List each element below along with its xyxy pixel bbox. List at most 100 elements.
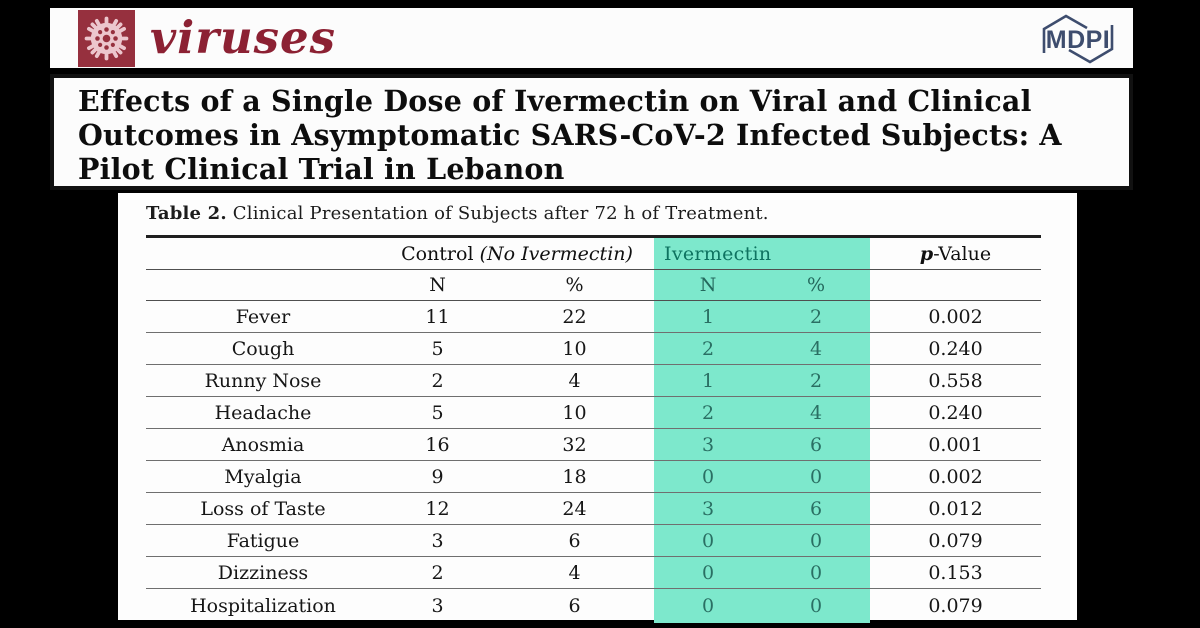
symptom-cell: Myalgia	[224, 465, 302, 488]
ivermectin-n-cell: 1	[654, 364, 763, 397]
control-pct-cell: 22	[562, 305, 587, 328]
p-value-cell: 0.079	[928, 594, 983, 617]
table-header-row-measures: N % N %	[146, 269, 1042, 301]
control-n-cell: 5	[431, 337, 444, 360]
virus-icon	[78, 10, 135, 67]
table-caption: Table 2. Clinical Presentation of Subjec…	[146, 203, 1077, 224]
ivermectin-pct-cell: 2	[762, 300, 871, 333]
mdpi-logo-text: MDPI	[1046, 26, 1111, 54]
control-n-cell: 2	[431, 369, 444, 392]
empty-header-cell	[146, 237, 380, 270]
table-caption-label: Table 2.	[146, 203, 227, 224]
p-value-cell: 0.240	[928, 401, 983, 424]
ivermectin-n-cell: 3	[654, 428, 763, 461]
ivermectin-group-header: Ivermectin	[654, 236, 871, 270]
symptom-cell: Anosmia	[221, 433, 305, 456]
control-pct-cell: 4	[568, 561, 581, 584]
symptom-cell: Loss of Taste	[200, 497, 326, 520]
control-n-cell: 3	[431, 594, 444, 617]
p-value-header-rest: -Value	[933, 242, 992, 265]
symptom-cell: Hospitalization	[190, 594, 336, 617]
control-n-cell: 12	[425, 497, 450, 520]
ivermectin-n-subheader: N	[654, 269, 763, 301]
symptom-cell: Fever	[235, 305, 291, 328]
control-pct-cell: 18	[562, 465, 587, 488]
table-row-dizziness: Dizziness 2 4 0 0 0.153	[146, 556, 1042, 589]
ivermectin-pct-cell: 0	[762, 460, 871, 493]
p-value-cell: 0.153	[928, 561, 983, 584]
ivermectin-pct-cell: 4	[762, 396, 871, 429]
p-value-header-p: p	[919, 242, 934, 265]
table-panel: Table 2. Clinical Presentation of Subjec…	[118, 193, 1077, 623]
control-n-cell: 3	[431, 529, 444, 552]
p-value-cell: 0.240	[928, 337, 983, 360]
control-pct-cell: 4	[568, 369, 581, 392]
p-value-header: p-Value	[870, 237, 1041, 270]
table-row-myalgia: Myalgia 9 18 0 0 0.002	[146, 460, 1042, 493]
control-pct-subheader: %	[565, 274, 584, 296]
table-row-runny-nose: Runny Nose 2 4 1 2 0.558	[146, 364, 1042, 397]
control-n-cell: 16	[425, 433, 450, 456]
article-title-line3: Pilot Clinical Trial in Lebanon	[78, 152, 565, 186]
ivermectin-n-cell: 3	[654, 492, 763, 525]
ivermectin-pct-cell: 0	[762, 556, 871, 589]
control-pct-cell: 10	[562, 401, 587, 424]
p-value-cell: 0.002	[928, 305, 983, 328]
table-row-fatigue: Fatigue 3 6 0 0 0.079	[146, 524, 1042, 557]
ivermectin-n-cell: 0	[654, 556, 763, 589]
table-row-anosmia: Anosmia 16 32 3 6 0.001	[146, 428, 1042, 461]
p-value-cell: 0.002	[928, 465, 983, 488]
ivermectin-n-cell: 0	[654, 588, 763, 623]
ivermectin-pct-cell: 2	[762, 364, 871, 397]
table-row-hospitalization: Hospitalization 3 6 0 0 0.079	[146, 588, 1041, 623]
control-pct-cell: 6	[568, 594, 581, 617]
symptom-cell: Cough	[231, 337, 295, 360]
symptom-cell: Fatigue	[226, 529, 300, 552]
ivermectin-pct-cell: 6	[762, 492, 871, 525]
symptom-cell: Runny Nose	[204, 369, 322, 392]
ivermectin-n-cell: 0	[654, 460, 763, 493]
table-row-cough: Cough 5 10 2 4 0.240	[146, 332, 1042, 365]
control-pct-cell: 32	[562, 433, 587, 456]
article-title-line1: Effects of a Single Dose of Ivermectin o…	[78, 84, 1032, 118]
p-value-cell: 0.079	[928, 529, 983, 552]
control-group-header: Control (No Ivermectin)	[380, 237, 654, 270]
control-n-subheader: N	[429, 274, 446, 296]
symptom-cell: Dizziness	[217, 561, 309, 584]
empty-subheader-cell	[146, 270, 380, 301]
table-row-fever: Fever 11 22 1 2 0.002	[146, 300, 1042, 333]
table-row-headache: Headache 5 10 2 4 0.240	[146, 396, 1042, 429]
article-title-box: Effects of a Single Dose of Ivermectin o…	[50, 74, 1133, 190]
control-pct-cell: 24	[562, 497, 587, 520]
journal-name: viruses	[150, 11, 336, 64]
p-value-cell: 0.001	[928, 433, 983, 456]
ivermectin-pct-cell: 0	[762, 588, 871, 623]
ivermectin-pct-cell: 6	[762, 428, 871, 461]
control-n-cell: 5	[431, 401, 444, 424]
article-title-line2: Outcomes in Asymptomatic SARS-CoV-2 Infe…	[78, 118, 1062, 152]
ivermectin-n-cell: 1	[654, 300, 763, 333]
control-pct-cell: 6	[568, 529, 581, 552]
control-n-cell: 11	[425, 305, 450, 328]
ivermectin-pct-subheader: %	[762, 269, 871, 301]
control-n-cell: 2	[431, 561, 444, 584]
table-caption-text: Clinical Presentation of Subjects after …	[226, 203, 769, 224]
ivermectin-pct-cell: 0	[762, 524, 871, 557]
mdpi-logo-icon: MDPI	[1042, 14, 1114, 64]
p-value-subheader-empty	[870, 270, 1041, 301]
table-header-row-groups: Control (No Ivermectin) Ivermectin p-Val…	[146, 236, 1042, 270]
table-row-loss-of-taste: Loss of Taste 12 24 3 6 0.012	[146, 492, 1042, 525]
journal-header-bar: viruses MDPI	[50, 8, 1133, 68]
ivermectin-n-cell: 2	[654, 396, 763, 429]
control-header-label: Control	[401, 242, 480, 265]
control-pct-cell: 10	[562, 337, 587, 360]
p-value-cell: 0.012	[928, 497, 983, 520]
control-n-cell: 9	[431, 465, 444, 488]
clinical-presentation-table: Control (No Ivermectin) Ivermectin p-Val…	[146, 235, 1042, 623]
ivermectin-pct-cell: 4	[762, 332, 871, 365]
ivermectin-n-cell: 0	[654, 524, 763, 557]
ivermectin-n-cell: 2	[654, 332, 763, 365]
p-value-cell: 0.558	[928, 369, 983, 392]
symptom-cell: Headache	[214, 401, 312, 424]
